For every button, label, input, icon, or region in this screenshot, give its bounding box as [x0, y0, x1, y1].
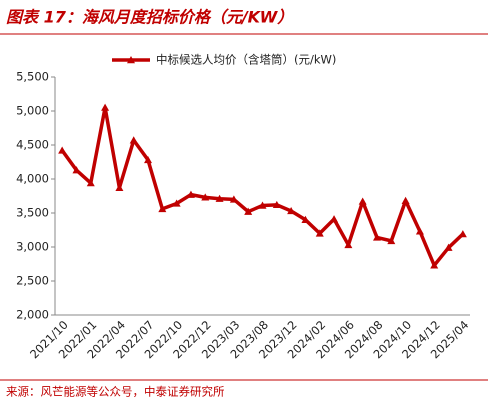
marker — [301, 215, 310, 223]
line — [60, 105, 465, 268]
y-tick-label: 3,500 — [16, 206, 49, 220]
marker — [215, 194, 224, 202]
y-tick-label: 3,000 — [16, 240, 49, 254]
y-tick-label: 4,500 — [16, 138, 49, 152]
marker — [387, 236, 396, 245]
marker — [415, 227, 424, 235]
marker — [229, 195, 238, 203]
marker — [158, 204, 167, 213]
marker — [129, 136, 138, 144]
marker — [101, 103, 110, 111]
marker — [330, 215, 339, 223]
y-tick-label: 2,500 — [16, 274, 49, 288]
marker — [144, 155, 153, 164]
marker — [201, 193, 210, 201]
marker — [358, 197, 367, 205]
marker — [115, 183, 124, 192]
legend-label: 中标候选人均价（含塔筒）(元/kW) — [156, 53, 336, 67]
marker — [172, 199, 181, 207]
marker — [244, 207, 253, 215]
marker — [458, 230, 467, 238]
marker — [430, 261, 439, 269]
y-tick-label: 2,000 — [16, 308, 49, 322]
marker — [72, 166, 81, 174]
marker — [272, 200, 281, 209]
y-tick-label: 5,500 — [16, 70, 49, 84]
marker — [86, 179, 95, 187]
marker — [287, 206, 296, 215]
marker — [58, 146, 67, 154]
marker — [315, 229, 324, 237]
y-tick-label: 4,000 — [16, 172, 49, 186]
marker — [372, 233, 381, 241]
legend-marker — [127, 56, 135, 64]
marker — [186, 190, 195, 198]
source: 来源：风芒能源等公众号，中泰证券研究所 — [6, 385, 225, 399]
marker — [344, 240, 353, 249]
marker — [401, 196, 410, 204]
marker — [258, 201, 267, 209]
y-tick-label: 5,000 — [16, 104, 49, 118]
chart-title: 图表 17：海风月度招标价格（元/KW） — [6, 8, 293, 27]
marker — [444, 243, 453, 251]
